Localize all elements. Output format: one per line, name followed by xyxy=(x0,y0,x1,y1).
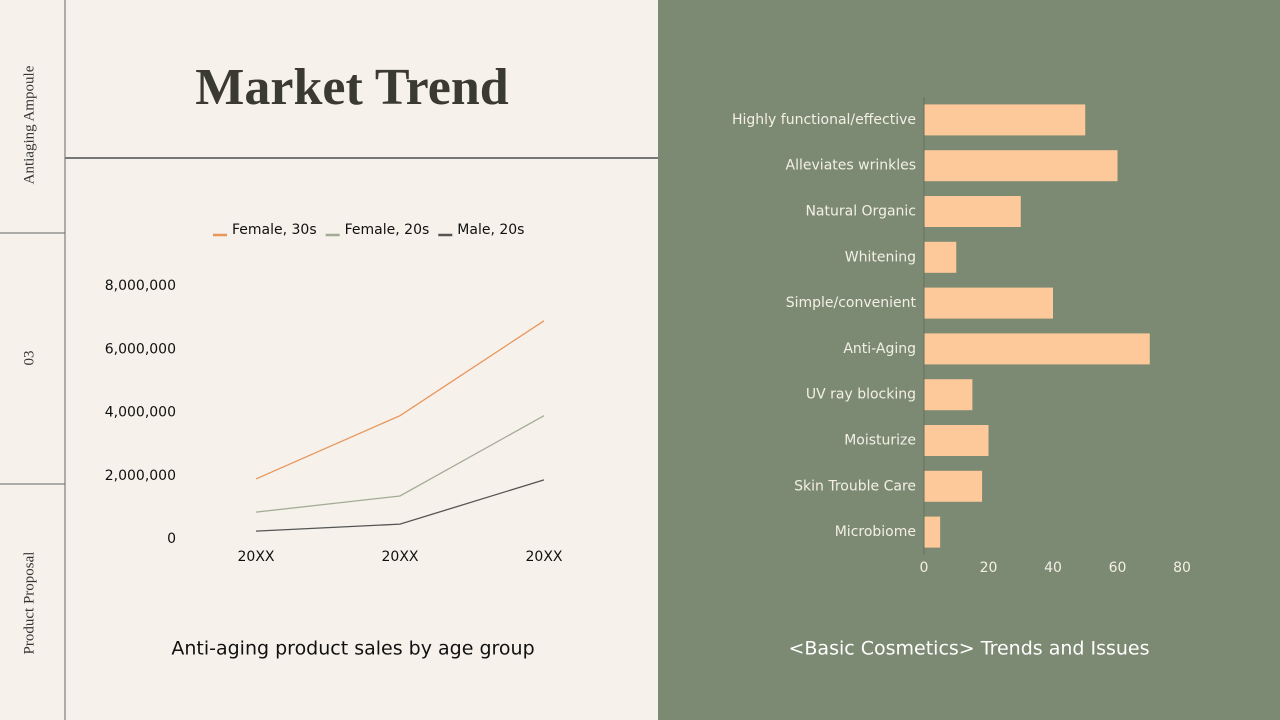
series-line xyxy=(255,320,545,480)
chart-title: Anti-aging product sales by age group xyxy=(171,638,534,660)
bar xyxy=(924,516,941,548)
bar xyxy=(924,196,1021,227)
page-title: Market Trend xyxy=(195,59,509,116)
x-tick-label: 0 xyxy=(920,560,929,576)
bar xyxy=(924,150,1118,182)
y-tick-label: Anti-Aging xyxy=(843,341,916,357)
x-tick-label: 80 xyxy=(1173,560,1191,576)
x-tick-label: 20XX xyxy=(238,549,275,565)
bar xyxy=(924,470,983,502)
x-tick-label: 20XX xyxy=(526,549,563,565)
y-tick-label: Skin Trouble Care xyxy=(794,478,916,494)
bar xyxy=(924,241,957,273)
x-tick-label: 20 xyxy=(980,560,998,576)
y-tick-label: Microbiome xyxy=(835,524,916,540)
legend-label: Female, 20s xyxy=(345,222,430,238)
chart-title: <Basic Cosmetics> Trends and Issues xyxy=(788,638,1149,660)
y-tick-label: 4,000,000 xyxy=(105,405,176,421)
sidebar-section: Antiaging Ampoule xyxy=(21,65,37,184)
sidebar-label: Product Proposal xyxy=(21,552,37,655)
y-tick-label: 8,000,000 xyxy=(105,278,176,294)
y-tick-label: Moisturize xyxy=(844,433,916,449)
y-tick-label: 6,000,000 xyxy=(105,341,176,357)
series-line xyxy=(255,479,545,532)
y-tick-label: Highly functional/effective xyxy=(732,112,916,128)
series-line xyxy=(255,415,545,513)
legend-label: Male, 20s xyxy=(457,222,524,238)
y-tick-label: Simple/convenient xyxy=(786,295,917,311)
y-tick-label: Alleviates wrinkles xyxy=(786,158,916,174)
bar xyxy=(924,104,1086,136)
bar xyxy=(924,425,989,456)
bar xyxy=(924,379,973,411)
left-panel xyxy=(0,0,658,720)
x-tick-label: 20XX xyxy=(382,549,419,565)
x-tick-label: 60 xyxy=(1109,560,1127,576)
y-tick-label: Natural Organic xyxy=(805,204,916,220)
sidebar-number: 03 xyxy=(21,351,37,366)
y-tick-label: 2,000,000 xyxy=(105,468,176,484)
bar xyxy=(924,333,1150,365)
x-tick-label: 40 xyxy=(1044,560,1062,576)
y-tick-label: 0 xyxy=(167,531,176,547)
legend-label: Female, 30s xyxy=(232,222,317,238)
bar xyxy=(924,287,1053,319)
y-tick-label: Whitening xyxy=(845,249,916,265)
y-tick-label: UV ray blocking xyxy=(806,387,916,403)
